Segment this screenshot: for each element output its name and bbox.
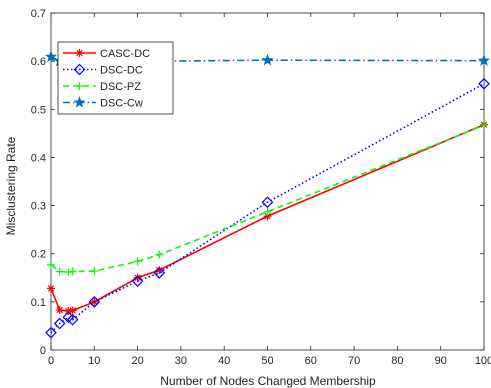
legend-marker — [75, 49, 84, 57]
y-tick-label: 0.4 — [31, 152, 46, 164]
data-point — [131, 275, 144, 288]
y-tick-label: 0.2 — [31, 249, 46, 261]
y-tick-label: 0.1 — [31, 297, 46, 309]
x-tick-label: 50 — [261, 355, 273, 367]
x-tick-label: 30 — [175, 355, 187, 367]
legend-entry: CASC-DC — [63, 48, 150, 60]
data-point — [90, 267, 99, 276]
data-point — [44, 50, 58, 62]
data-point — [477, 54, 491, 66]
data-point — [478, 77, 490, 90]
legend-label: DSC-Cw — [100, 98, 143, 110]
y-tick-label: 0.7 — [31, 8, 46, 20]
legend-label: CASC-DC — [100, 48, 150, 60]
data-point — [55, 267, 64, 276]
x-tick-label: 90 — [435, 355, 447, 367]
legend-marker — [73, 96, 86, 108]
y-tick-label: 0.6 — [31, 56, 46, 68]
legend-label: DSC-DC — [100, 65, 143, 77]
y-tick-label: 0.3 — [31, 201, 46, 213]
data-point — [155, 250, 164, 259]
series-dsc-pz — [47, 121, 488, 277]
x-tick-label: 70 — [348, 355, 360, 367]
data-point — [263, 207, 272, 216]
data-point — [68, 306, 77, 315]
legend-entry: DSC-Cw — [63, 96, 143, 110]
legend-label: DSC-PZ — [100, 81, 141, 93]
data-point — [55, 306, 64, 315]
y-axis-label: Misclustering Rate — [4, 136, 18, 235]
legend-marker — [73, 63, 86, 76]
data-point — [53, 317, 66, 330]
legend-entry: DSC-DC — [63, 63, 143, 77]
legend-entry: DSC-PZ — [63, 81, 141, 93]
data-point — [68, 267, 77, 276]
data-point — [261, 196, 274, 209]
data-point — [88, 296, 101, 308]
data-point — [45, 326, 57, 339]
data-point — [133, 273, 142, 282]
x-tick-label: 80 — [391, 355, 403, 367]
legend-marker — [75, 82, 84, 90]
y-tick-label: 0 — [40, 345, 46, 357]
y-tick-label: 0.5 — [31, 104, 46, 116]
x-tick-label: 10 — [88, 355, 100, 367]
x-tick-label: 0 — [48, 355, 54, 367]
x-tick-label: 60 — [305, 355, 317, 367]
legend: CASC-DC DSC-DC DSC-PZ DSC-Cw — [57, 41, 174, 115]
x-tick-label: 20 — [131, 355, 143, 367]
data-point — [153, 267, 166, 279]
data-point — [133, 257, 142, 266]
x-tick-label: 40 — [218, 355, 230, 367]
data-point — [480, 121, 488, 130]
data-point — [47, 284, 55, 293]
x-tick-label: 100 — [475, 355, 491, 367]
data-point — [66, 313, 79, 326]
x-axis-label: Number of Nodes Changed Membership — [160, 374, 376, 388]
series-dsc-dc — [45, 77, 490, 339]
data-point — [47, 260, 55, 269]
data-point — [261, 53, 274, 66]
